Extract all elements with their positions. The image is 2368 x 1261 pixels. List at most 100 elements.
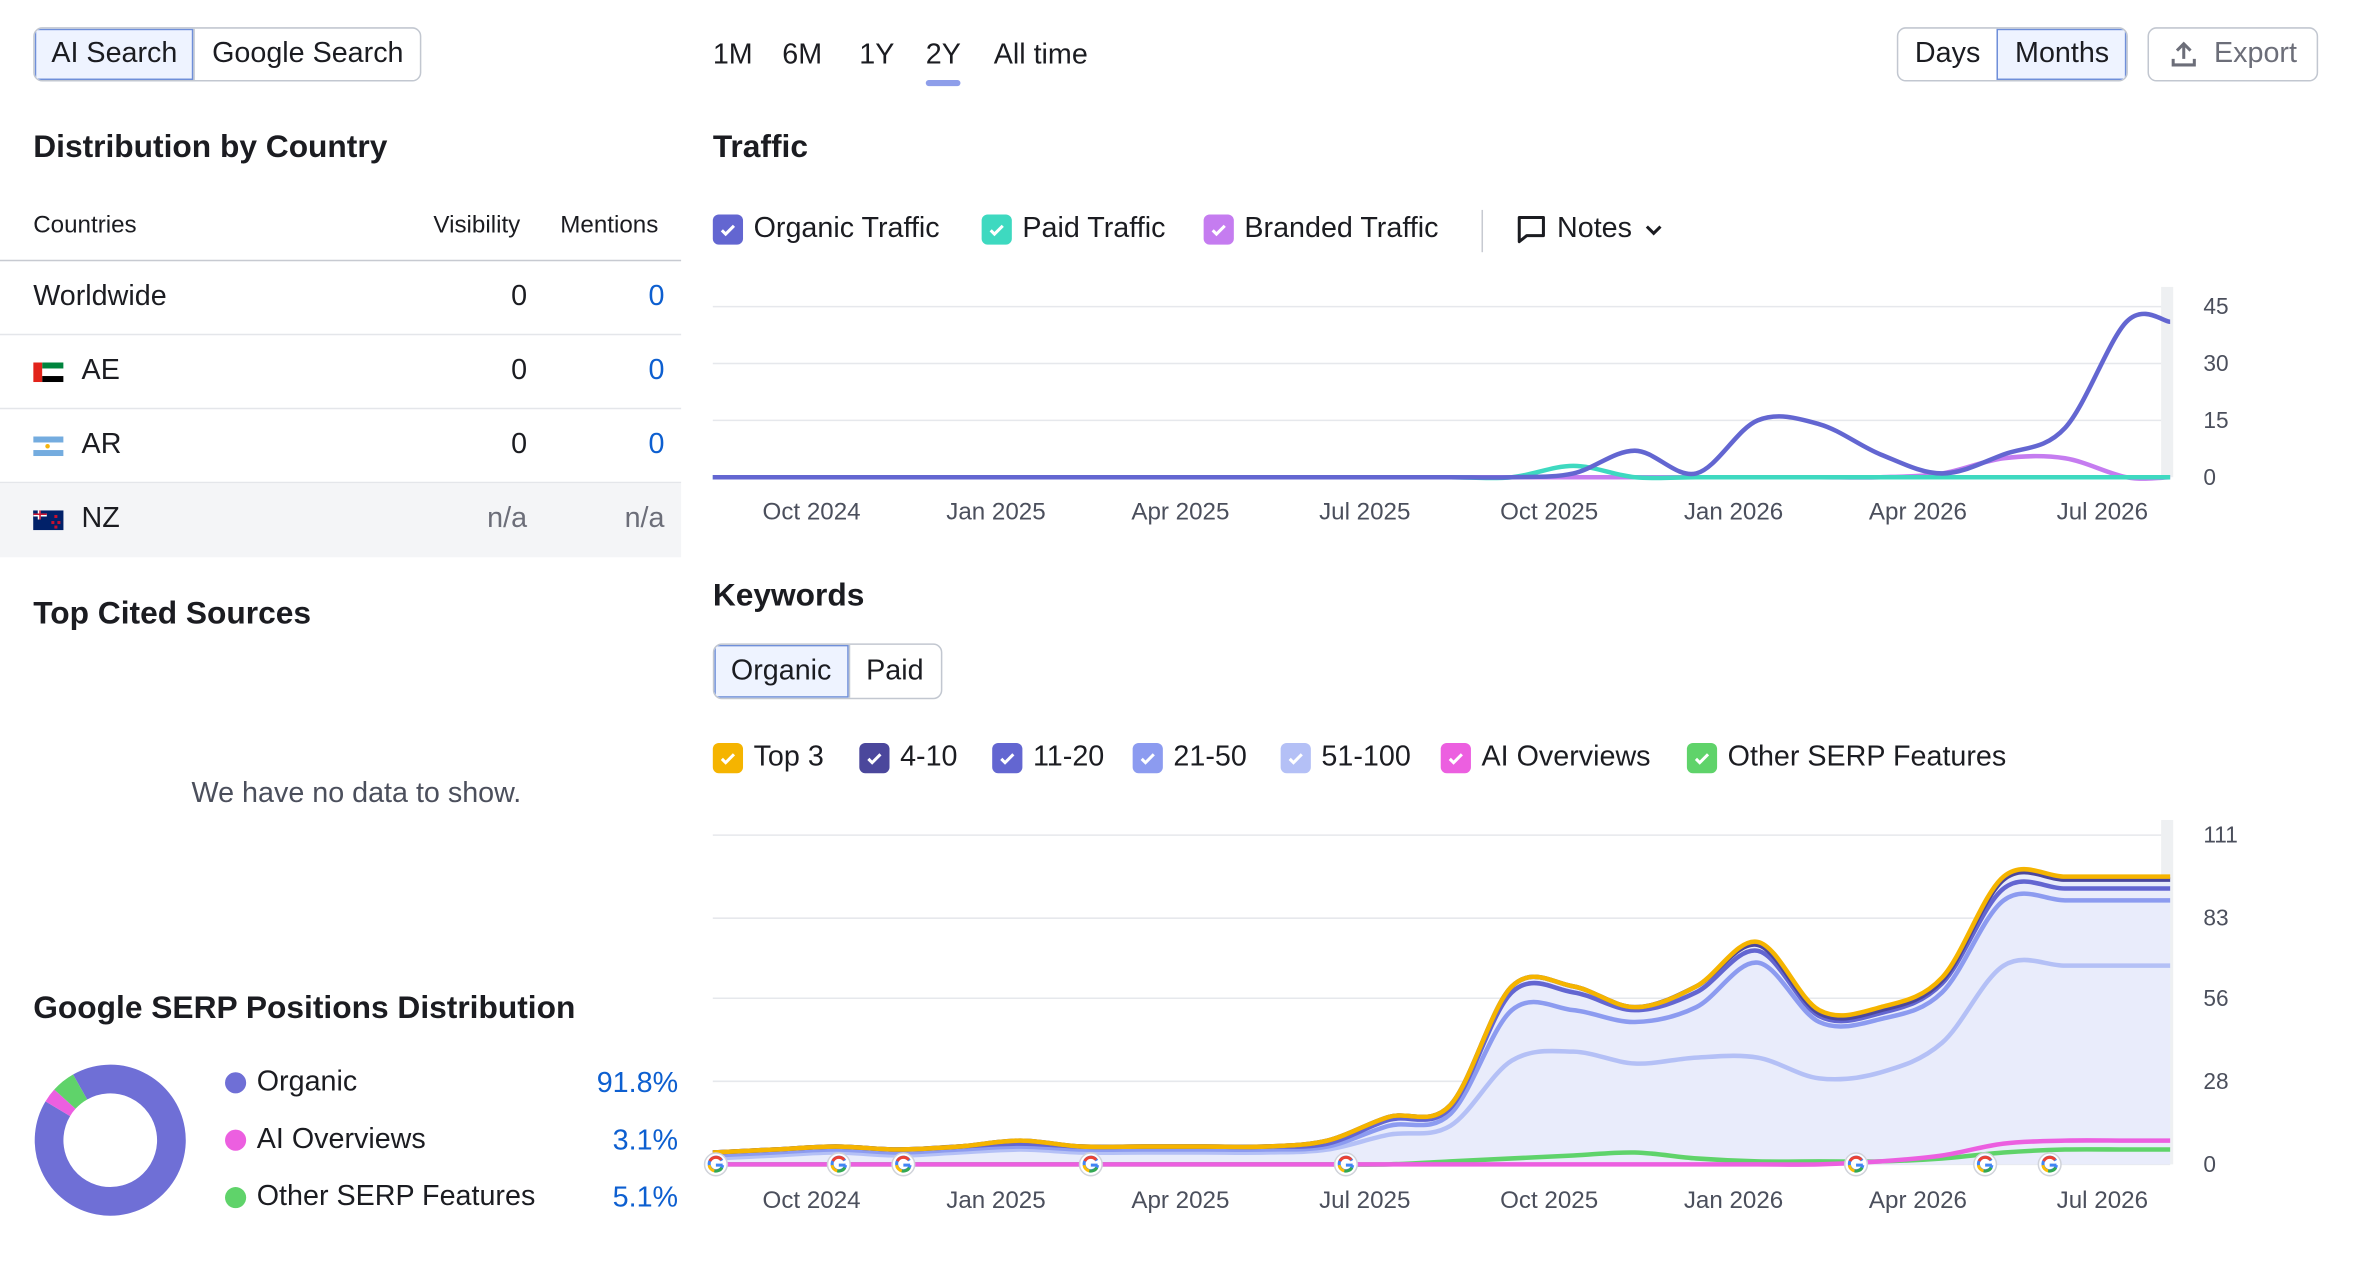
visibility-value: 0 (511, 280, 528, 313)
traffic-y-tick: 0 (2203, 464, 2216, 490)
mentions-value[interactable]: 0 (648, 428, 665, 461)
checkbox-icon (859, 743, 890, 774)
keywords-series-21-50[interactable] (712, 891, 2171, 1158)
traffic-title: Traffic (712, 129, 809, 165)
legend-top-3[interactable]: Top 3 (712, 741, 824, 775)
ai-search-tab[interactable]: AI Search (34, 28, 194, 81)
checkbox-icon (992, 743, 1023, 774)
serp-label: Other SERP Features (256, 1180, 536, 1213)
serp-donut-chart (34, 1064, 186, 1216)
google-update-marker-icon[interactable] (1973, 1152, 1998, 1177)
period-2y[interactable]: 2Y (925, 39, 962, 87)
google-update-marker-icon[interactable] (703, 1152, 728, 1177)
table-row[interactable]: AE 0 0 (0, 335, 682, 410)
period-6m[interactable]: 6M (782, 39, 823, 71)
serp-label: AI Overviews (256, 1123, 426, 1156)
keywords-x-tick: Oct 2025 (1500, 1187, 1598, 1214)
google-search-tab[interactable]: Google Search (193, 28, 420, 81)
legend-4-10[interactable]: 4-10 (859, 741, 958, 775)
checkbox-icon (712, 743, 744, 774)
google-update-marker-icon[interactable] (1843, 1152, 1869, 1177)
keywords-y-tick: 111 (2203, 822, 2237, 848)
mentions-value: n/a (624, 502, 665, 535)
legend-11-20[interactable]: 11-20 (992, 742, 1104, 775)
days-tab[interactable]: Days (1914, 37, 1981, 70)
checkbox-icon (981, 214, 1012, 245)
flag-ar-icon (33, 435, 64, 456)
legend-label: AI Overviews (1481, 741, 1651, 774)
table-header-divider (0, 259, 682, 262)
traffic-x-tick: Jul 2026 (2057, 499, 2148, 526)
legend-ai-overviews[interactable]: AI Overviews (1440, 741, 1651, 775)
keywords-type-toggle: Organic Paid (712, 643, 942, 700)
top-cited-title: Top Cited Sources (33, 596, 312, 632)
granularity-toggle: Days Months (1896, 27, 2128, 82)
legend-paid-traffic[interactable]: Paid Traffic (981, 213, 1165, 246)
search-toggle: AI Search Google Search (33, 27, 422, 82)
google-update-marker-icon[interactable] (891, 1152, 916, 1177)
paid-tab[interactable]: Paid (848, 644, 940, 698)
traffic-x-tick: Oct 2024 (763, 499, 861, 526)
country-name: AR (81, 428, 122, 461)
google-update-marker-icon[interactable] (1333, 1152, 1358, 1177)
legend-label: Top 3 (753, 741, 824, 774)
table-row[interactable]: NZ n/a n/a (0, 483, 682, 558)
header-visibility[interactable]: Visibility (433, 212, 521, 239)
legend-51-100[interactable]: 51-100 (1280, 742, 1411, 775)
table-row[interactable]: AR 0 0 (0, 409, 682, 484)
checkbox-icon (1440, 743, 1471, 774)
table-row[interactable]: Worldwide 0 0 (0, 261, 682, 336)
serp-legend-other: Other SERP Features (225, 1181, 535, 1214)
keywords-series-51-100[interactable] (712, 957, 2171, 1161)
flag-ae-icon (33, 361, 64, 382)
legend-organic-traffic[interactable]: Organic Traffic (712, 213, 940, 246)
serp-label: Organic (256, 1066, 358, 1098)
period-1y[interactable]: 1Y (859, 39, 895, 71)
donut-slice-ai-overviews[interactable] (45, 1089, 76, 1117)
serp-pct-organic: 91.8% (596, 1067, 679, 1100)
mentions-value[interactable]: 0 (648, 354, 665, 387)
google-update-marker-icon[interactable] (2037, 1152, 2062, 1177)
legend-branded-traffic[interactable]: Branded Traffic (1203, 213, 1438, 246)
notes-dropdown[interactable]: Notes (1515, 213, 1665, 246)
period-all-time[interactable]: All time (993, 39, 1088, 71)
header-mentions[interactable]: Mentions (560, 212, 659, 239)
other-serp-dot (225, 1187, 247, 1209)
donut-slice-organic[interactable] (34, 1064, 186, 1216)
country-name: NZ (81, 502, 120, 535)
keywords-series-ai-overviews[interactable] (712, 1138, 2171, 1167)
keywords-x-tick: Jan 2026 (1684, 1187, 1783, 1214)
legend-divider (1481, 209, 1484, 253)
legend-21-50[interactable]: 21-50 (1132, 742, 1247, 775)
google-update-marker-icon[interactable] (1078, 1152, 1103, 1177)
keywords-area-fill (712, 869, 2171, 1165)
legend-label: 4-10 (900, 741, 958, 774)
traffic-x-tick: Jan 2025 (946, 499, 1045, 526)
visibility-value: 0 (511, 354, 528, 387)
export-button[interactable]: Export (2147, 27, 2319, 82)
period-1m[interactable]: 1M (712, 39, 753, 71)
country-name: AE (81, 354, 120, 387)
traffic-x-tick: Oct 2025 (1500, 499, 1598, 526)
months-tab[interactable]: Months (1996, 28, 2126, 81)
keywords-y-tick: 0 (2203, 1151, 2216, 1177)
keywords-x-tick: Jan 2025 (946, 1187, 1045, 1214)
upload-icon (2169, 39, 2199, 69)
keywords-x-tick: Jul 2026 (2057, 1187, 2148, 1214)
serp-legend-ai-overviews: AI Overviews (225, 1124, 426, 1157)
traffic-y-tick: 45 (2203, 293, 2228, 319)
legend-label: 11-20 (1032, 741, 1105, 774)
organic-tab[interactable]: Organic (714, 644, 849, 698)
checkbox-icon (1203, 214, 1234, 245)
traffic-x-tick: Apr 2026 (1869, 499, 1967, 526)
google-update-marker-icon[interactable] (826, 1152, 851, 1177)
donut-slice-other-serp-features[interactable] (54, 1074, 88, 1110)
mentions-value[interactable]: 0 (648, 280, 665, 313)
checkbox-icon (1686, 743, 1718, 774)
chevron-down-icon (1641, 217, 1665, 241)
keywords-series-top-3[interactable] (712, 866, 2171, 1155)
traffic-series-organic-traffic[interactable] (712, 311, 2171, 480)
legend-other-serp-features[interactable]: Other SERP Features (1686, 742, 2006, 775)
traffic-x-tick: Apr 2025 (1131, 499, 1229, 526)
